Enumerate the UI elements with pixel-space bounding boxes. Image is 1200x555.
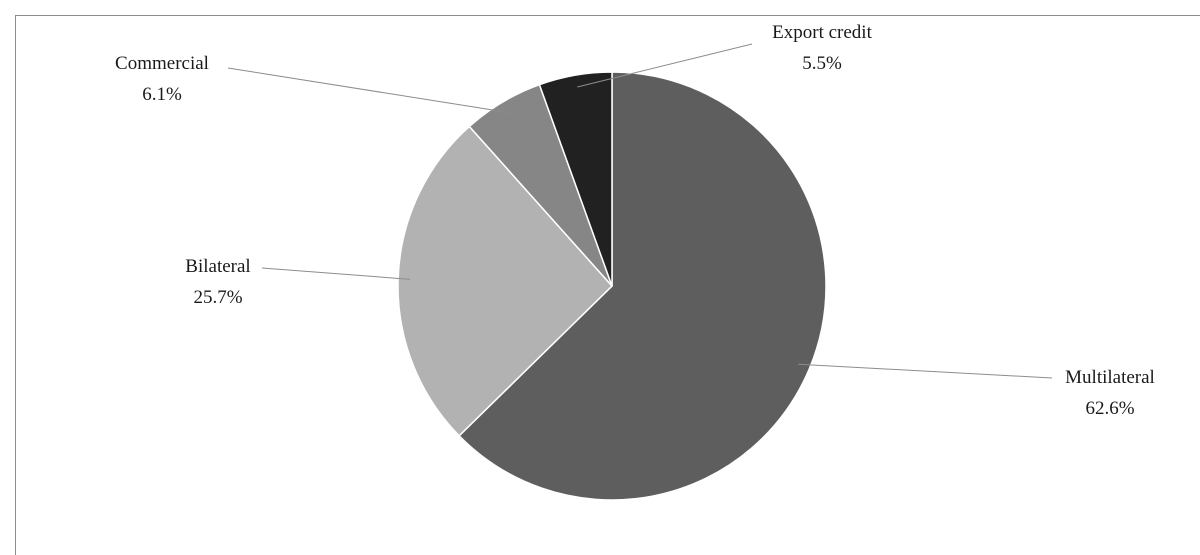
label-commercial-name: Commercial bbox=[115, 53, 209, 74]
label-export-credit-name: Export credit bbox=[772, 22, 872, 43]
pie-slice-multilateral bbox=[458, 71, 827, 501]
label-commercial-value: 6.1% bbox=[142, 84, 182, 105]
label-bilateral-value: 25.7% bbox=[193, 287, 242, 308]
leader-line-commercial bbox=[227, 67, 509, 114]
label-export-credit-value: 5.5% bbox=[802, 53, 842, 74]
leader-line-bilateral bbox=[261, 267, 411, 280]
label-multilateral-name: Multilateral bbox=[1065, 367, 1155, 388]
pie-slice-bilateral bbox=[397, 125, 614, 437]
pie-slices bbox=[397, 71, 827, 501]
pie-slice-export-credit bbox=[538, 71, 613, 287]
leader-line-export-credit bbox=[577, 43, 753, 88]
slice-labels: Multilateral 62.6% Bilateral 25.7% Comme… bbox=[115, 22, 1155, 419]
chart-frame bbox=[15, 15, 1200, 555]
label-multilateral-value: 62.6% bbox=[1085, 398, 1134, 419]
leader-line-multilateral bbox=[798, 363, 1053, 379]
label-bilateral-name: Bilateral bbox=[185, 256, 250, 277]
leader-lines bbox=[227, 43, 1053, 379]
